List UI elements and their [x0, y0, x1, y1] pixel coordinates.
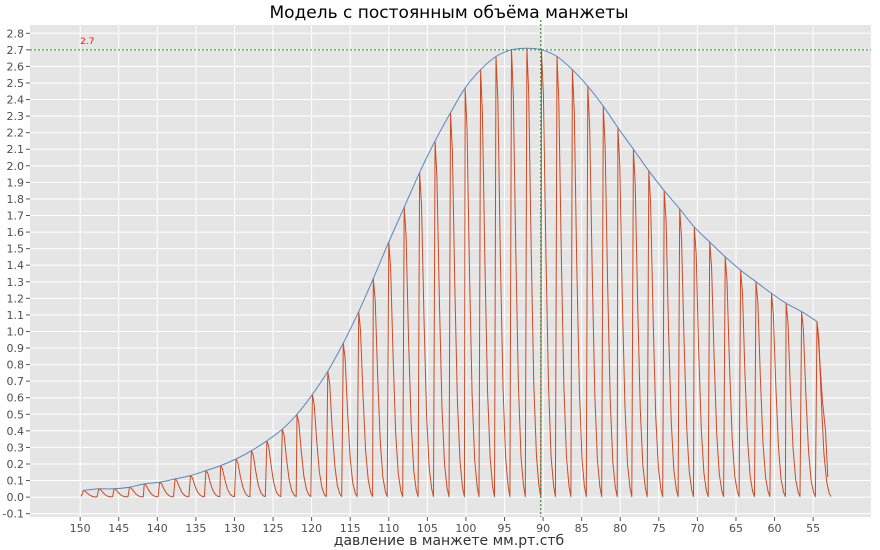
- x-tick-label: 135: [185, 522, 206, 535]
- peak-value-label: 2.7: [80, 37, 94, 47]
- plot-area: [30, 25, 871, 517]
- x-tick-label: 60: [768, 522, 782, 535]
- x-tick-label: 80: [613, 522, 627, 535]
- x-tick-label: 85: [575, 522, 589, 535]
- x-axis-ticks: 150 145 140 135 130 125 120 115 110 105 100 95 90 85 8…: [70, 517, 820, 535]
- oscillation-line: [80, 47, 832, 498]
- y-tick-label: -0.1: [3, 508, 24, 521]
- y-tick-label: 2.2: [7, 127, 25, 140]
- y-tick-label: 1.2: [7, 292, 25, 305]
- y-tick-label: 2.6: [7, 60, 25, 73]
- y-tick-label: 1.4: [7, 259, 25, 272]
- y-tick-label: 1.8: [7, 193, 25, 206]
- x-tick-label: 75: [652, 522, 666, 535]
- y-tick-label: 0.8: [7, 359, 25, 372]
- y-tick-label: 1.7: [7, 210, 25, 223]
- x-tick-label: 90: [536, 522, 550, 535]
- x-tick-label: 70: [690, 522, 704, 535]
- y-tick-label: 2.3: [7, 110, 25, 123]
- x-tick-label: 130: [224, 522, 245, 535]
- y-tick-label: 0.5: [7, 408, 25, 421]
- y-tick-label: 1.1: [7, 309, 25, 322]
- y-tick-label: 2.4: [7, 94, 25, 107]
- y-tick-label: 0.1: [7, 475, 25, 488]
- y-tick-label: 0.7: [7, 375, 25, 388]
- x-tick-label: 120: [301, 522, 322, 535]
- y-tick-label: 1.9: [7, 176, 25, 189]
- y-tick-label: 2.5: [7, 77, 25, 90]
- x-tick-label: 145: [108, 522, 129, 535]
- oscillation-tail: [816, 321, 829, 478]
- x-axis-label: давление в манжете мм.рт.стб: [334, 533, 564, 549]
- y-tick-label: 0.9: [7, 342, 25, 355]
- x-tick-label: 95: [498, 522, 512, 535]
- y-tick-label: 1.5: [7, 243, 25, 256]
- envelope-line: [83, 47, 818, 491]
- y-tick-label: 1.6: [7, 226, 25, 239]
- y-tick-label: 2.1: [7, 143, 25, 156]
- horizontal-gridlines: [30, 32, 871, 515]
- x-tick-label: 125: [263, 522, 284, 535]
- y-tick-label: 0.4: [7, 425, 25, 438]
- y-tick-label: 2.8: [7, 27, 25, 40]
- chart-title: Модель с постоянным объёма манжеты: [269, 3, 628, 23]
- x-tick-label: 115: [340, 522, 361, 535]
- x-tick-label: 55: [806, 522, 820, 535]
- oscillation-series: [80, 47, 832, 498]
- y-tick-label: 2.0: [7, 160, 25, 173]
- x-tick-label: 150: [70, 522, 91, 535]
- y-tick-label: 0.0: [7, 491, 25, 504]
- x-tick-label: 65: [729, 522, 743, 535]
- y-tick-label: 0.2: [7, 458, 25, 471]
- y-tick-label: 2.7: [7, 44, 25, 57]
- x-tick-label: 105: [417, 522, 438, 535]
- y-tick-label: 1.3: [7, 276, 25, 289]
- y-tick-label: 1.0: [7, 325, 25, 338]
- x-tick-label: 140: [147, 522, 168, 535]
- y-tick-label: 0.3: [7, 441, 25, 454]
- x-tick-label: 100: [455, 522, 476, 535]
- x-tick-label: 110: [378, 522, 399, 535]
- y-axis-ticks: -0.1 0.0 0.1 0.2 0.3 0.4 0.5 0.6 0.7 0.8 0.9 1.0 1.1…: [3, 27, 30, 521]
- y-tick-label: 0.6: [7, 392, 25, 405]
